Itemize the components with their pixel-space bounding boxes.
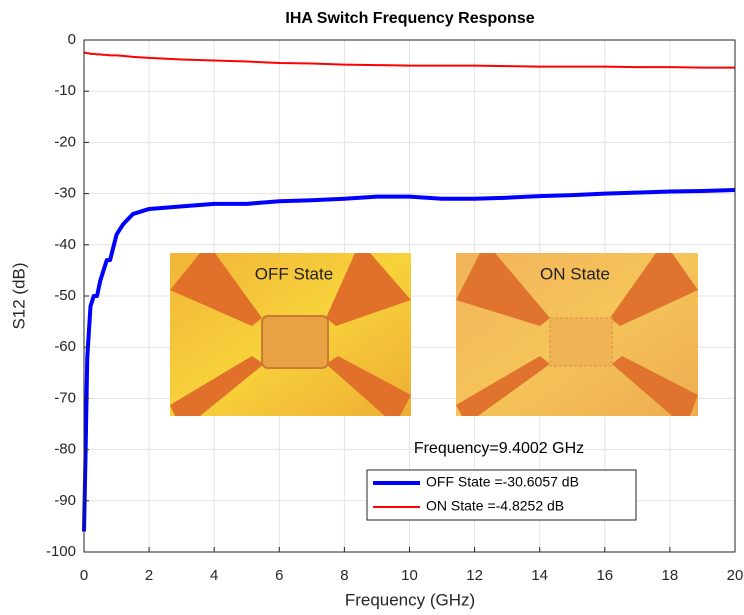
- y-tick-label: -30: [54, 185, 76, 202]
- y-tick-label: -100: [46, 543, 76, 560]
- x-axis-label: Frequency (GHz): [345, 590, 475, 609]
- y-tick-label: -70: [54, 389, 76, 406]
- legend-label: OFF State =-30.6057 dB: [426, 474, 579, 490]
- y-tick-label: -60: [54, 338, 76, 355]
- legend-label: ON State =-4.8252 dB: [426, 498, 564, 514]
- annotation: Frequency=9.4002 GHz: [414, 440, 584, 457]
- x-tick-label: 8: [340, 567, 348, 584]
- x-tick-label: 18: [662, 567, 679, 584]
- y-tick-label: -90: [54, 492, 76, 509]
- inset-label: ON State: [540, 264, 610, 283]
- x-tick-label: 6: [275, 567, 283, 584]
- x-tick-label: 10: [401, 567, 418, 584]
- legend: [366, 469, 637, 521]
- series-line: [84, 51, 735, 69]
- x-tick-label: 20: [727, 567, 744, 584]
- y-tick-label: -80: [54, 441, 76, 458]
- inset-on: [456, 253, 698, 416]
- y-tick-label: -50: [54, 287, 76, 304]
- series-line: [82, 188, 736, 532]
- y-tick-label: -40: [54, 236, 76, 253]
- chart-title: IHA Switch Frequency Response: [285, 10, 534, 27]
- y-tick-label: -20: [54, 133, 76, 150]
- y-tick-label: 0: [68, 31, 76, 48]
- y-axis-label: S12 (dB): [9, 262, 28, 329]
- inset-label: OFF State: [255, 264, 333, 283]
- inset-off: [170, 253, 411, 416]
- x-tick-label: 12: [466, 567, 483, 584]
- x-tick-label: 0: [80, 567, 88, 584]
- y-tick-label: -10: [54, 82, 76, 99]
- x-tick-label: 4: [210, 567, 218, 584]
- x-tick-label: 2: [145, 567, 153, 584]
- x-tick-label: 16: [596, 567, 613, 584]
- x-tick-label: 14: [531, 567, 548, 584]
